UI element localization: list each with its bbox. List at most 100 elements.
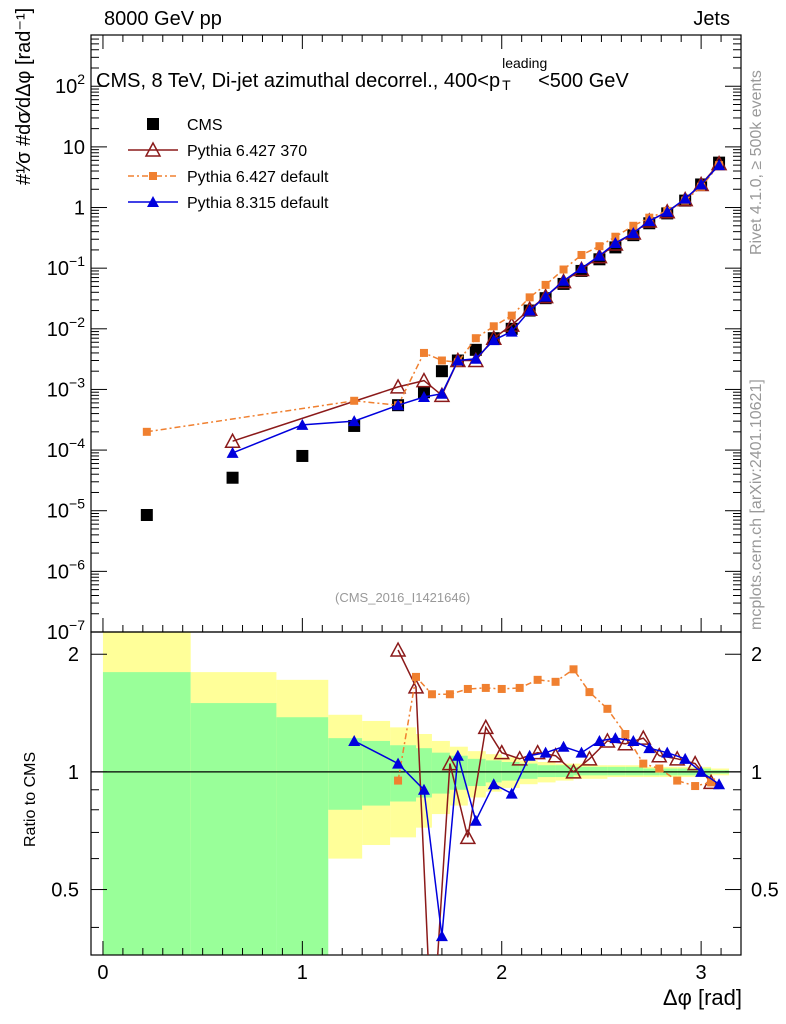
data-point-2: [577, 250, 586, 259]
green-band-bin: [390, 745, 416, 802]
main-series: [140, 155, 728, 522]
y-tick-label: 10: [63, 137, 85, 159]
ratio-plot-frame: [90, 631, 742, 956]
ratio-point-1: [707, 778, 716, 787]
ratio-y-tick-label: 0.5: [51, 880, 79, 902]
ratio-point-1: [655, 764, 664, 773]
ratio-point-2: [523, 749, 536, 761]
x-tick-label: 2: [496, 962, 507, 984]
data-point-2: [437, 356, 446, 365]
ratio-point-0: [529, 744, 546, 760]
ratio-point-1: [673, 776, 682, 785]
ratio-y-tick-label-right: 2: [751, 644, 762, 666]
ratio-point-0: [581, 750, 598, 766]
data-point-2: [419, 348, 428, 357]
data-point-2: [471, 334, 480, 343]
data-point-0: [296, 449, 309, 462]
ratio-point-1: [691, 782, 700, 791]
ratio-y-tick-label: 2: [68, 644, 79, 666]
ratio-point-1: [533, 675, 542, 684]
ratio-point-0: [459, 828, 477, 845]
ratio-point-2: [557, 740, 570, 752]
data-point-2: [559, 265, 568, 274]
y-tick-label: 10−4: [47, 435, 85, 462]
data-point-1: [537, 287, 554, 304]
ratio-point-2: [469, 814, 482, 826]
data-point-3: [695, 178, 708, 190]
ratio-point-2: [417, 783, 430, 795]
y-tick-label: 10−7: [47, 617, 85, 644]
data-point-0: [469, 343, 482, 356]
ratio-point-0: [477, 718, 495, 735]
green-band-bin: [362, 740, 391, 806]
ratio-point-2: [713, 778, 726, 790]
data-point-0: [140, 509, 153, 522]
ratio-point-2: [505, 787, 518, 799]
green-band-bin: [555, 765, 574, 778]
data-point-3: [627, 227, 640, 239]
data-point-1: [555, 273, 572, 289]
ratio-point-2: [679, 752, 692, 764]
title-sub-text: T: [502, 77, 511, 93]
ratio-point-0: [407, 678, 425, 694]
legend-marker: [147, 196, 159, 207]
ratio-point-1: [585, 688, 594, 697]
y-tick-label: 10−3: [47, 374, 85, 401]
y-tick-label: 10−6: [47, 556, 85, 583]
legend-label: Pythia 6.427 370: [187, 143, 307, 160]
ratio-point-2: [392, 757, 405, 769]
watermark-label: (CMS_2016_I1421646): [335, 590, 471, 605]
title-sup-text: leading: [502, 55, 548, 71]
ratio-point-2: [451, 749, 464, 761]
green-band-bin: [431, 752, 450, 794]
x-tick-label: 1: [297, 962, 308, 984]
data-point-3: [539, 290, 552, 302]
data-point-1: [389, 378, 407, 394]
ratio-y-tick-label-right: 1: [751, 762, 762, 784]
data-point-3: [713, 159, 726, 171]
data-point-3: [226, 446, 239, 458]
ratio-point-1: [639, 759, 648, 768]
ratio-point-2: [627, 734, 640, 746]
legend-label: Pythia 8.315 default: [187, 195, 329, 212]
ratio-point-2: [695, 765, 708, 777]
data-point-3: [661, 205, 674, 217]
title-main-text: CMS, 8 TeV, Di-jet azimuthal decorrel., …: [96, 70, 501, 92]
ratio-ylabel: Ratio to CMS: [22, 751, 39, 847]
data-point-2: [142, 427, 151, 436]
data-point-2: [525, 293, 534, 302]
main-title: CMS, 8 TeV, Di-jet azimuthal decorrel., …: [96, 55, 629, 93]
x-tick-label: 3: [696, 962, 707, 984]
data-point-3: [469, 352, 482, 364]
ratio-point-2: [487, 778, 500, 790]
ratio-point-1: [515, 683, 524, 692]
ratio-point-2: [661, 746, 674, 758]
data-point-3: [435, 387, 448, 399]
data-point-2: [629, 221, 638, 230]
legend-marker: [147, 118, 159, 130]
x-tick-label: 0: [97, 962, 108, 984]
ratio-point-1: [497, 684, 506, 693]
main-ylabel: #¹⁄σ #dσ⁄dΔφ [rad⁻¹]: [13, 8, 35, 185]
rivet-version-label: Rivet 4.1.0, ≥ 500k events: [748, 70, 765, 255]
legend-label: CMS: [187, 117, 223, 134]
ratio-point-0: [493, 744, 510, 760]
data-point-1: [415, 372, 433, 388]
data-point-3: [523, 304, 536, 316]
green-band-bin: [328, 738, 363, 810]
ratio-point-2: [643, 742, 656, 754]
ratio-point-1: [463, 684, 472, 693]
green-band-bin: [607, 766, 626, 776]
y-tick-label: 1: [74, 198, 85, 220]
ratio-point-1: [481, 683, 490, 692]
green-band-bin: [537, 765, 556, 778]
data-point-3: [451, 354, 464, 366]
x-ticks: 0 1 2 3: [97, 35, 722, 984]
header-jets-label: Jets: [693, 8, 730, 30]
data-point-3: [593, 249, 606, 261]
x-axis-label: Δφ [rad]: [662, 985, 742, 1010]
header-energy-label: 8000 GeV pp: [104, 8, 222, 30]
data-point-2: [611, 232, 620, 241]
data-point-0: [435, 365, 448, 378]
ratio-point-0: [635, 729, 652, 745]
